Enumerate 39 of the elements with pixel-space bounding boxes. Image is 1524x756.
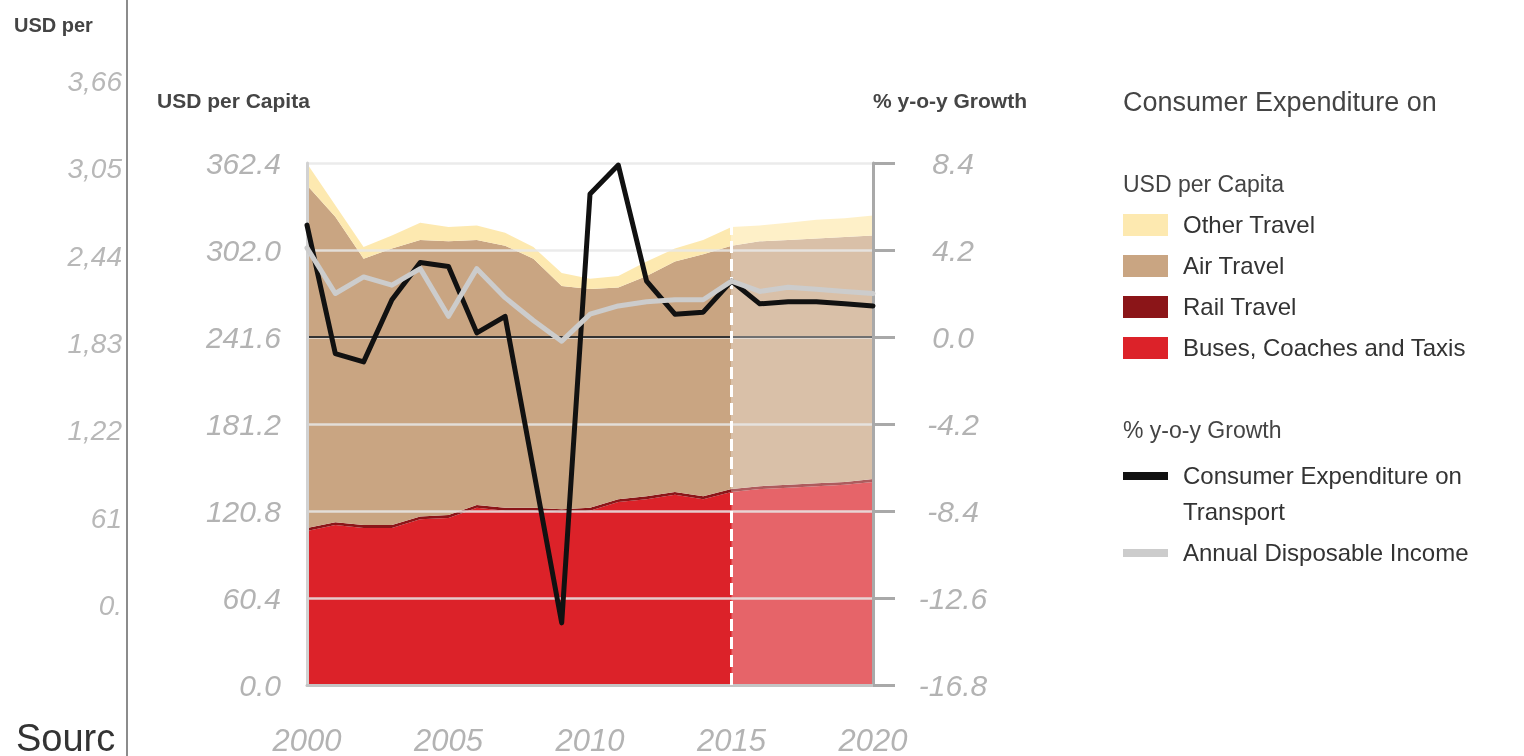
y2-tick-label: -16.8 bbox=[918, 668, 988, 702]
text: 1,83 bbox=[67, 326, 122, 361]
text: 61 bbox=[90, 501, 122, 536]
legend-title: Consumer Expenditure on bbox=[1123, 86, 1438, 119]
text: 1,22 bbox=[67, 414, 122, 449]
y-tick-label: 362.4 bbox=[205, 146, 281, 180]
legend-label: Buses, Coaches and Taxis bbox=[1183, 334, 1466, 361]
text: USD per Capita bbox=[1123, 171, 1285, 197]
y2-tick-label: -8.4 bbox=[927, 494, 979, 528]
y-tick-label: 302.0 bbox=[205, 233, 282, 267]
y-tick-label: 181.2 bbox=[205, 407, 282, 441]
text: 3,05 bbox=[67, 152, 122, 187]
text: USD per bbox=[14, 13, 93, 38]
legend-label: Rail Travel bbox=[1183, 293, 1297, 320]
y-axis-title: USD per Capita bbox=[157, 89, 311, 112]
y2-tick-label: 8.4 bbox=[932, 146, 974, 180]
y-tick-label: 60.4 bbox=[222, 581, 281, 615]
text: Sourc bbox=[16, 716, 116, 756]
x-tick-label: 2000 bbox=[271, 723, 342, 756]
y2-tick-label: -12.6 bbox=[918, 581, 988, 615]
y2-axis-title: % y-o-y Growth bbox=[873, 89, 1028, 112]
y2-tick-label: -4.2 bbox=[927, 407, 980, 441]
x-tick-label: 2005 bbox=[413, 723, 484, 756]
legend-label: Air Travel bbox=[1183, 252, 1285, 279]
text: % y-o-y Growth bbox=[1123, 417, 1282, 443]
y-tick-label: 120.8 bbox=[205, 494, 282, 528]
legend-label: Annual Disposable Income bbox=[1183, 538, 1469, 568]
text: 3,66 bbox=[67, 65, 122, 99]
x-tick-label: 2010 bbox=[554, 723, 625, 756]
x-tick-label: 2015 bbox=[696, 723, 767, 756]
y2-tick-label: 4.2 bbox=[932, 233, 975, 267]
legend-label: Consumer Expenditure on Transport bbox=[1183, 461, 1463, 527]
x-tick-label: 2020 bbox=[837, 723, 908, 756]
y2-tick-label: 0.0 bbox=[932, 320, 975, 354]
legend-label: Other Travel bbox=[1183, 211, 1316, 238]
y-tick-label: 0.0 bbox=[239, 668, 282, 702]
y-tick-label: 241.6 bbox=[204, 320, 282, 354]
text: 0. bbox=[98, 588, 122, 623]
text: 2,44 bbox=[67, 239, 122, 274]
